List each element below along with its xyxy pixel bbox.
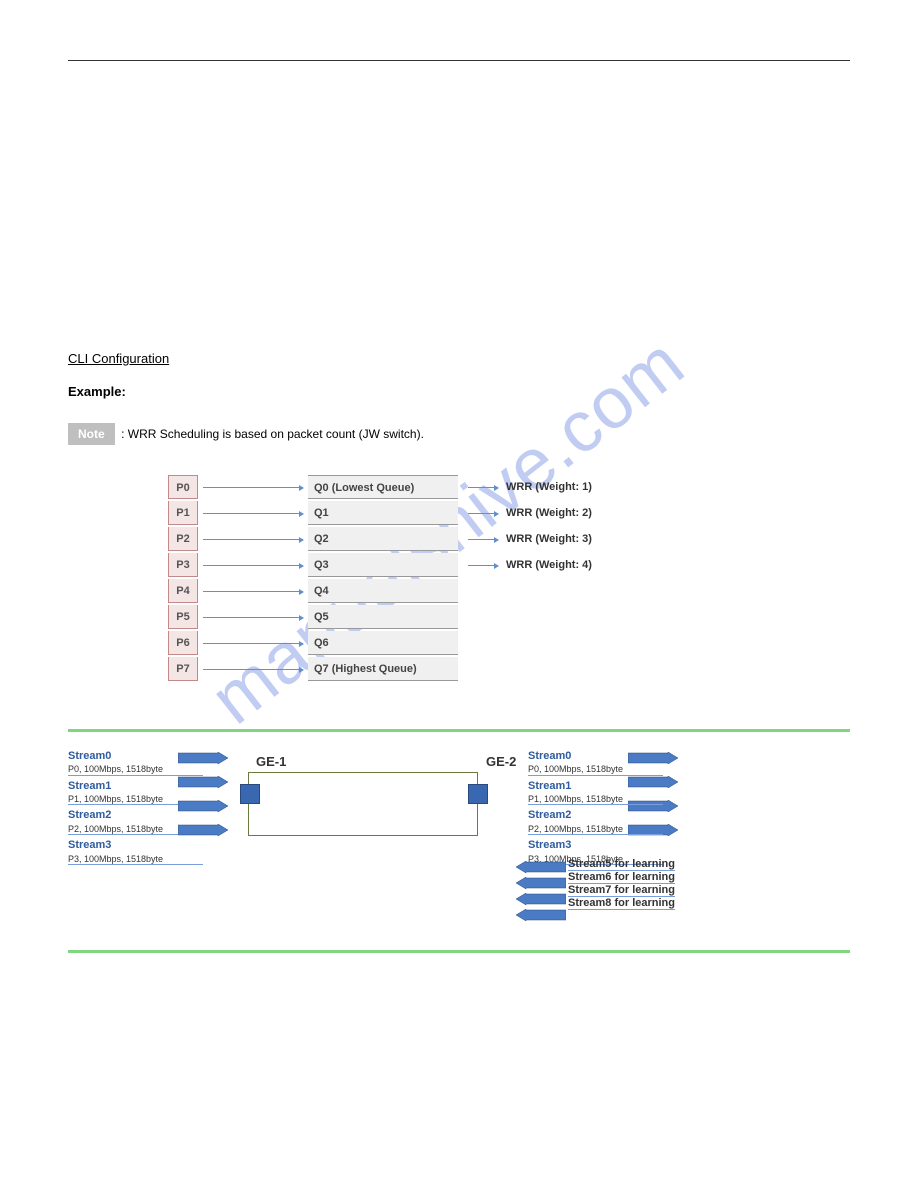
ge2-label: GE-2 bbox=[486, 754, 516, 769]
example-label: Example: bbox=[68, 384, 850, 399]
p0-box: P0 bbox=[168, 475, 198, 499]
p1-box: P1 bbox=[168, 501, 198, 525]
q5-box: Q5 bbox=[308, 605, 458, 629]
stream0-detail: P0, 100Mbps, 1518byte bbox=[68, 764, 203, 775]
note-text: : WRR Scheduling is based on packet coun… bbox=[121, 427, 424, 441]
learn6: Stream6 for learning bbox=[568, 871, 675, 884]
ge1-port-icon bbox=[240, 784, 260, 804]
network-diagram: Stream0 P0, 100Mbps, 1518byte Stream1 P1… bbox=[68, 746, 808, 936]
switch-box bbox=[248, 772, 478, 836]
priority-column: P0 P1 P2 P3 P4 P5 P6 P7 bbox=[168, 475, 198, 681]
stream3-detail: P3, 100Mbps, 1518byte bbox=[68, 854, 203, 865]
q6-box: Q6 bbox=[308, 631, 458, 655]
arrow-p7-q7 bbox=[203, 669, 303, 670]
note-box: Note bbox=[68, 423, 115, 445]
arrow-p3-q3 bbox=[203, 565, 303, 566]
green-divider-top bbox=[68, 729, 850, 732]
learn-streams: Stream5 for learning Stream6 for learnin… bbox=[568, 858, 675, 910]
rstream3-name: Stream3 bbox=[528, 839, 571, 851]
learn-arrow-3 bbox=[516, 909, 566, 921]
p3-box: P3 bbox=[168, 553, 198, 577]
rstream1-name: Stream1 bbox=[528, 780, 571, 792]
priority-queue-mapping: P0 P1 P2 P3 P4 P5 P6 P7 Q0 (Lowest Queue… bbox=[168, 475, 708, 715]
rstream0-name: Stream0 bbox=[528, 750, 571, 762]
left-arrow-3 bbox=[178, 824, 228, 836]
p4-box: P4 bbox=[168, 579, 198, 603]
wrr-2: WRR (Weight: 2) bbox=[506, 507, 592, 519]
queue-column: Q0 (Lowest Queue) Q1 Q2 Q3 Q4 Q5 Q6 Q7 (… bbox=[308, 475, 458, 681]
p5-box: P5 bbox=[168, 605, 198, 629]
q1-box: Q1 bbox=[308, 501, 458, 525]
p7-box: P7 bbox=[168, 657, 198, 681]
note-prefix: Note bbox=[78, 427, 105, 441]
rstream0-detail: P0, 100Mbps, 1518byte bbox=[528, 764, 663, 775]
arrow-p0-q0 bbox=[203, 487, 303, 488]
wrr-3: WRR (Weight: 3) bbox=[506, 533, 592, 545]
q3-box: Q3 bbox=[308, 553, 458, 577]
arrow-p4-q4 bbox=[203, 591, 303, 592]
p6-box: P6 bbox=[168, 631, 198, 655]
rstream2-name: Stream2 bbox=[528, 809, 571, 821]
arrow-q2-wrr bbox=[468, 539, 498, 540]
top-rule bbox=[68, 60, 850, 61]
ge1-label: GE-1 bbox=[256, 754, 286, 769]
left-arrow-2 bbox=[178, 800, 228, 812]
q4-box: Q4 bbox=[308, 579, 458, 603]
arrow-q0-wrr bbox=[468, 487, 498, 488]
green-divider-bottom bbox=[68, 950, 850, 953]
learn8: Stream8 for learning bbox=[568, 897, 675, 910]
ge2-port-icon bbox=[468, 784, 488, 804]
left-arrow-0 bbox=[178, 752, 228, 764]
arrow-q1-wrr bbox=[468, 513, 498, 514]
learn-arrow-0 bbox=[516, 861, 566, 873]
page-content: CLI Configuration Example: Note : WRR Sc… bbox=[0, 0, 918, 1027]
rstream2-detail: P2, 100Mbps, 1518byte bbox=[528, 824, 663, 835]
left-arrow-1 bbox=[178, 776, 228, 788]
wrr-1: WRR (Weight: 1) bbox=[506, 481, 592, 493]
p2-box: P2 bbox=[168, 527, 198, 551]
arrow-p2-q2 bbox=[203, 539, 303, 540]
q2-box: Q2 bbox=[308, 527, 458, 551]
rstream1-detail: P1, 100Mbps, 1518byte bbox=[528, 794, 663, 805]
arrow-p6-q6 bbox=[203, 643, 303, 644]
stream2-name: Stream2 bbox=[68, 809, 111, 821]
learn-arrow-2 bbox=[516, 893, 566, 905]
arrow-p1-q1 bbox=[203, 513, 303, 514]
learn-arrow-1 bbox=[516, 877, 566, 889]
wrr-4: WRR (Weight: 4) bbox=[506, 559, 592, 571]
cli-config-heading: CLI Configuration bbox=[68, 351, 850, 366]
q7-box: Q7 (Highest Queue) bbox=[308, 657, 458, 681]
stream3-name: Stream3 bbox=[68, 839, 111, 851]
learn5: Stream5 for learning bbox=[568, 858, 675, 871]
arrow-q3-wrr bbox=[468, 565, 498, 566]
right-streams: Stream0 P0, 100Mbps, 1518byte Stream1 P1… bbox=[528, 746, 663, 865]
stream0-name: Stream0 bbox=[68, 750, 111, 762]
learn7: Stream7 for learning bbox=[568, 884, 675, 897]
stream1-name: Stream1 bbox=[68, 780, 111, 792]
q0-box: Q0 (Lowest Queue) bbox=[308, 475, 458, 499]
arrow-p5-q5 bbox=[203, 617, 303, 618]
